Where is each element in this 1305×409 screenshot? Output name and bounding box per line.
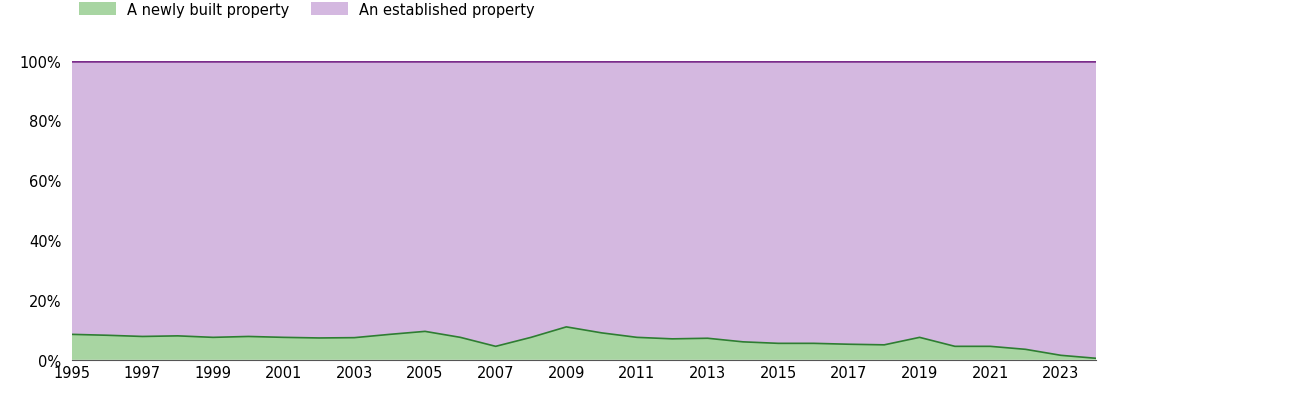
Legend: A newly built property, An established property: A newly built property, An established p… — [80, 3, 535, 18]
